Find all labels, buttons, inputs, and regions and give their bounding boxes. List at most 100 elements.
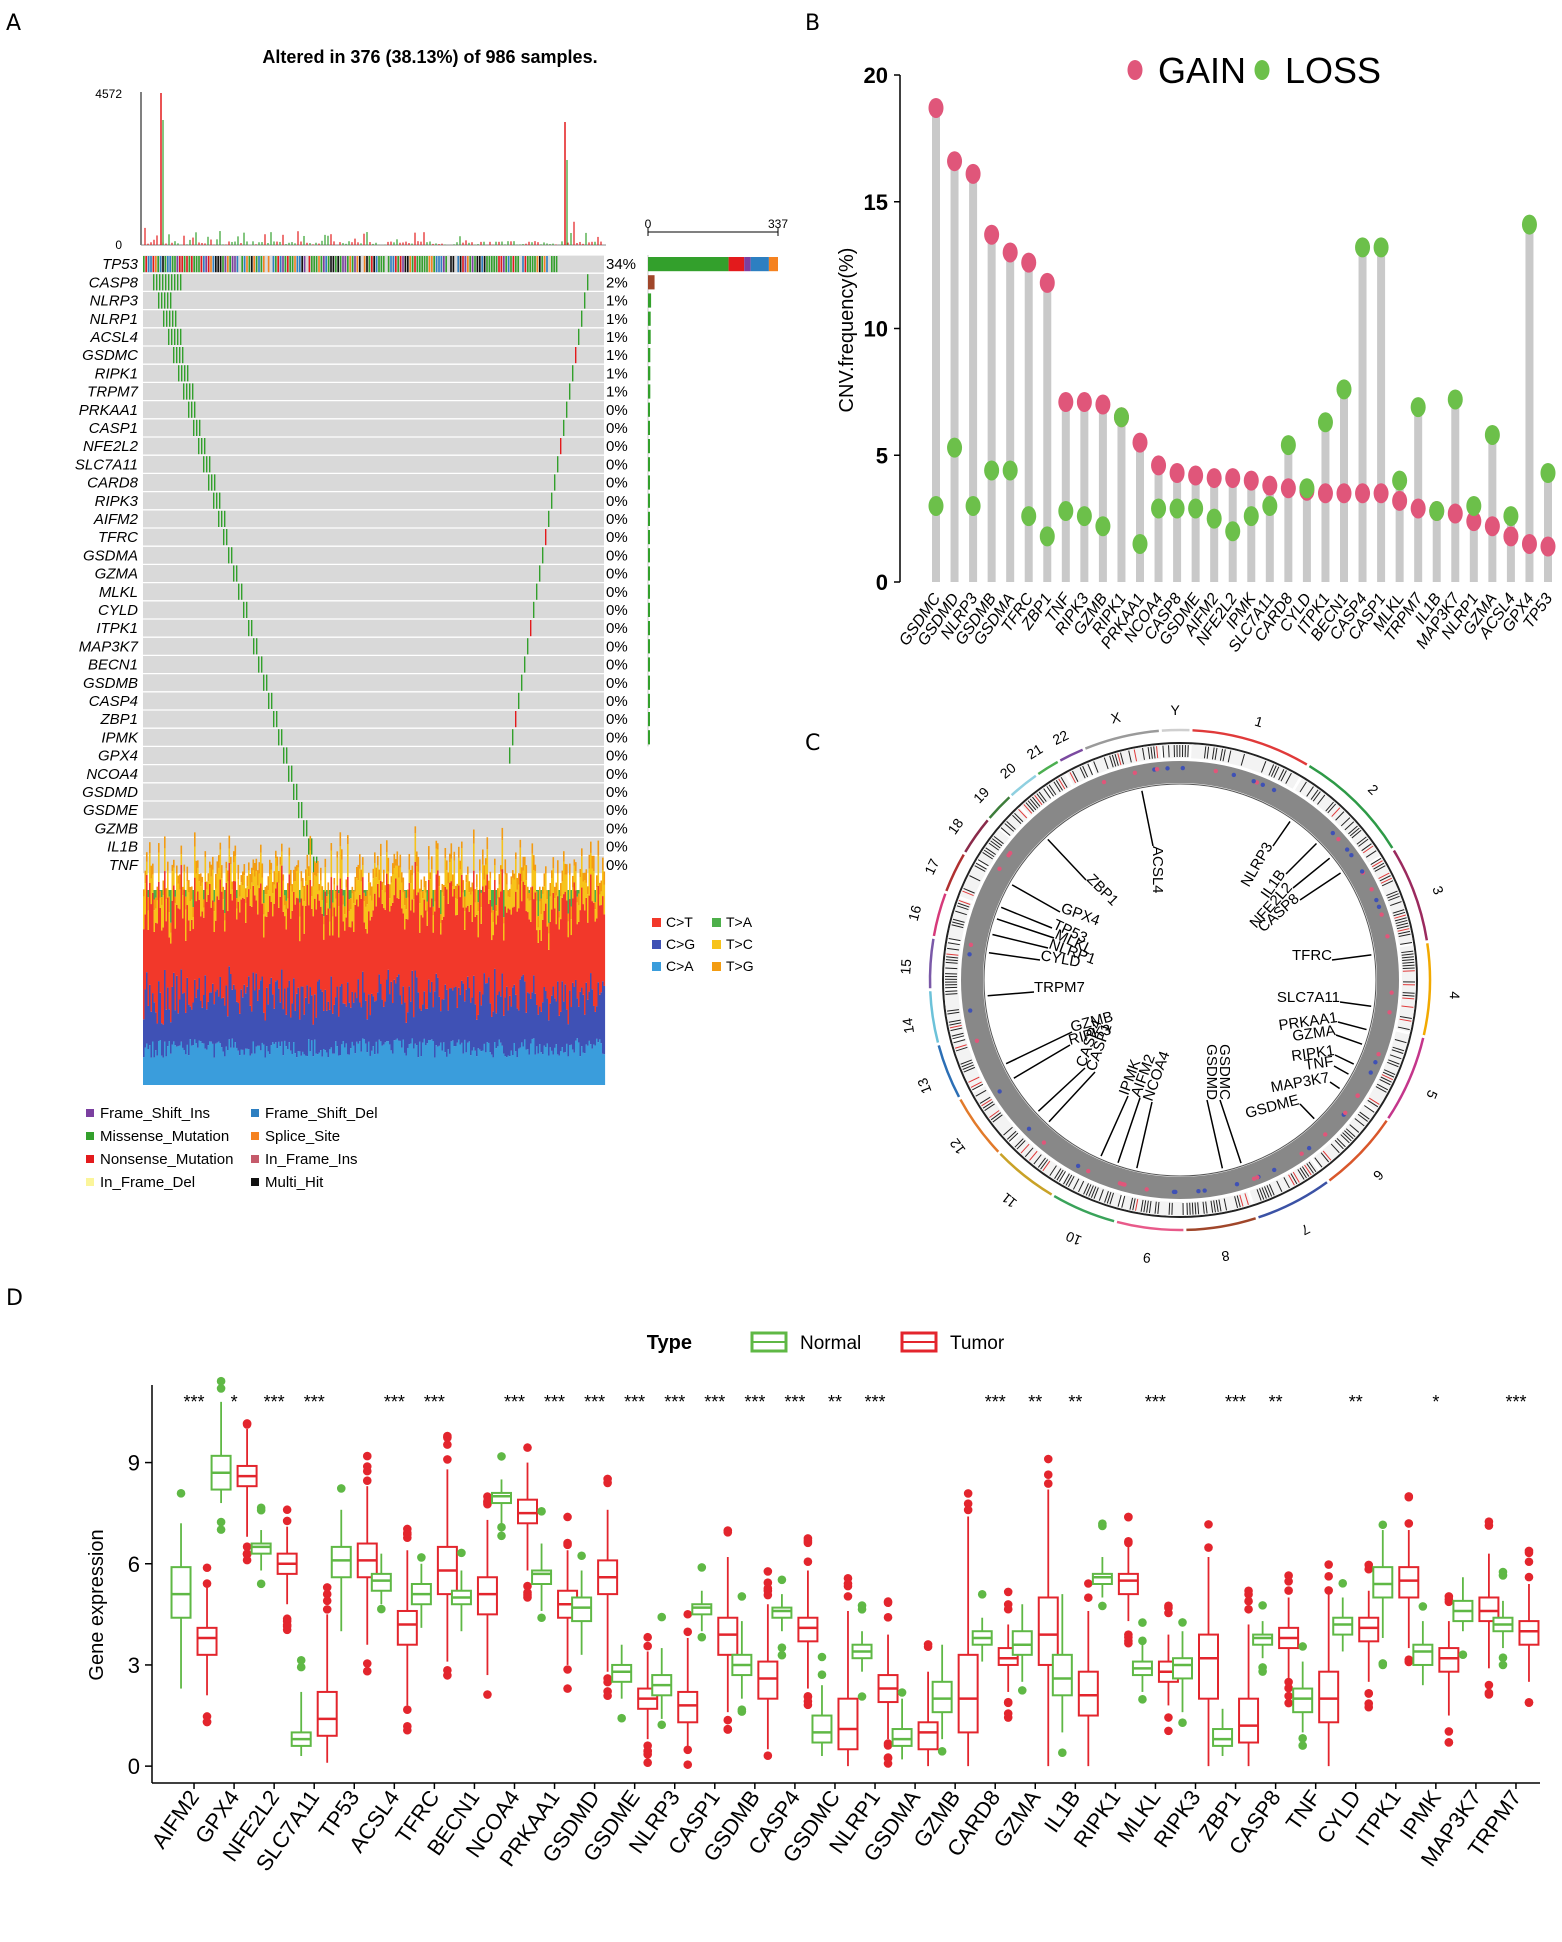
titv-segment [197,868,199,892]
cnv-mark [1385,934,1389,938]
tp53-mutation-cell [537,256,539,272]
tp53-mutation-cell [203,256,205,272]
tumor-outlier [243,1556,252,1565]
titv-segment [296,1057,298,1085]
cnv-loss-point [984,460,999,480]
titv-segment [448,872,450,883]
tp53-mutation-cell [376,256,378,272]
tumor-outlier [1084,1579,1093,1588]
titv-segment [530,999,532,1044]
tumor-box [798,1618,817,1642]
titv-segment [550,896,552,921]
titv-segment [197,1048,199,1085]
titv-segment [460,1044,462,1085]
titv-segment [572,876,574,888]
titv-segment [292,892,294,911]
titv-segment [337,1046,339,1085]
titv-segment [223,910,225,998]
titv-segment [236,1002,238,1048]
titv-segment [295,1053,297,1085]
titv-segment [242,885,244,897]
titv-segment [355,877,357,892]
tp53-mutation-cell [508,256,510,272]
titv-segment [281,1042,283,1085]
titv-segment [599,894,601,905]
titv-segment [206,890,208,902]
titv-segment [179,1046,181,1085]
titv-segment [524,1039,526,1085]
titv-segment [301,987,303,1056]
titv-segment [341,849,343,859]
titv-segment [194,832,196,846]
circos-gene-link [1330,1082,1340,1089]
titv-segment [172,987,174,1045]
titv-segment [373,869,375,878]
cnv-loss-point [1021,506,1036,526]
titv-segment [166,888,168,899]
titv-segment [248,889,250,976]
titv-segment [494,1042,496,1085]
titv-segment [239,1055,241,1085]
tp53-mutation-cell [541,256,543,272]
titv-segment [581,856,583,887]
titv-segment [188,1005,190,1056]
titv-segment [584,873,586,881]
tp53-mutation-cell [433,256,435,272]
titv-segment [380,844,382,856]
titv-segment [461,842,463,849]
titv-segment [293,882,295,892]
mutation-cell [228,547,229,563]
oncoplot-title: Altered in 376 (38.13%) of 986 samples. [262,47,597,67]
tumor-box [1359,1618,1378,1642]
titv-segment [305,869,307,881]
titv-segment [511,1006,513,1050]
side-bar [648,384,650,398]
mutation-cell [223,529,224,545]
titv-segment [265,1021,267,1058]
titv-segment [227,882,229,911]
titv-segment [520,874,522,980]
titv-segment [362,857,364,865]
titv-segment [317,894,319,981]
tumor-outlier [1124,1513,1133,1522]
mutation-cell [214,474,215,490]
cnv-mark [1181,766,1185,770]
circos-gene-link [1012,885,1060,912]
titv-segment [367,904,369,933]
titv-segment [496,911,498,924]
tumor-outlier [443,1455,452,1464]
titv-segment [253,859,255,870]
titv-segment [412,866,414,876]
titv-segment [374,1001,376,1054]
titv-segment [400,995,402,1041]
cnv-legend-label: LOSS [1285,50,1381,91]
circos-gene-link [1340,1002,1371,1006]
cnv-loss-point [1337,379,1352,399]
circos-gene-link [1137,1102,1152,1168]
titv-segment [380,881,382,984]
gene-label: GZMA [95,566,138,583]
titv-segment [382,890,384,904]
tumor-box [478,1577,497,1614]
titv-segment [539,901,541,930]
titv-segment [290,1051,292,1085]
titv-segment [340,832,342,846]
tumor-outlier [1445,1727,1454,1736]
cnv-gain-point [966,164,981,184]
titv-segment [316,877,318,910]
titv-segment [514,880,516,907]
titv-segment [250,1056,252,1085]
titv-segment [527,992,529,1049]
titv-segment [436,849,438,875]
mutation-cell [551,493,552,509]
mutation-cell [542,547,543,563]
titv-segment [431,1039,433,1085]
titv-segment [452,1040,454,1085]
titv-segment [353,891,355,904]
titv-segment [403,913,405,986]
mutation-cell [181,365,182,381]
titv-legend-label: T>A [726,914,753,930]
normal-outlier [1499,1571,1508,1580]
titv-segment [466,907,468,989]
circos-gene-link [1118,1098,1140,1163]
